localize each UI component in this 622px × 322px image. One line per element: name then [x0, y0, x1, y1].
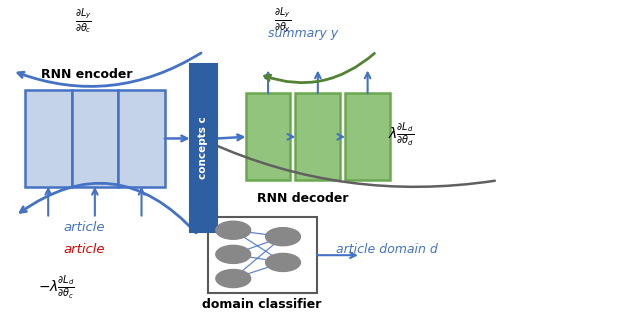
FancyBboxPatch shape — [25, 90, 72, 187]
Circle shape — [216, 245, 251, 263]
Text: article: article — [63, 221, 104, 233]
FancyBboxPatch shape — [72, 90, 118, 187]
Text: RNN encoder: RNN encoder — [41, 68, 133, 80]
FancyBboxPatch shape — [190, 64, 217, 232]
Text: summary y: summary y — [268, 27, 338, 40]
Text: article: article — [63, 243, 104, 256]
Circle shape — [216, 270, 251, 288]
Text: domain classifier: domain classifier — [202, 298, 321, 311]
FancyBboxPatch shape — [246, 93, 290, 180]
Circle shape — [266, 253, 300, 271]
Text: article domain d: article domain d — [336, 243, 438, 256]
Circle shape — [216, 221, 251, 239]
Text: concepts c: concepts c — [198, 117, 208, 179]
Text: $\frac{\partial L_y}{\partial \theta_c}$: $\frac{\partial L_y}{\partial \theta_c}$ — [75, 6, 93, 36]
Circle shape — [266, 228, 300, 246]
Text: $\frac{\partial L_y}{\partial \theta_y}$: $\frac{\partial L_y}{\partial \theta_y}$ — [274, 6, 292, 36]
FancyBboxPatch shape — [345, 93, 390, 180]
Text: $\lambda\frac{\partial L_d}{\partial \theta_d}$: $\lambda\frac{\partial L_d}{\partial \th… — [388, 121, 414, 149]
Text: RNN decoder: RNN decoder — [257, 192, 349, 204]
FancyBboxPatch shape — [208, 217, 317, 293]
Text: $-\lambda\frac{\partial L_d}{\partial \theta_c}$: $-\lambda\frac{\partial L_d}{\partial \t… — [37, 274, 75, 302]
FancyBboxPatch shape — [295, 93, 340, 180]
FancyBboxPatch shape — [118, 90, 165, 187]
